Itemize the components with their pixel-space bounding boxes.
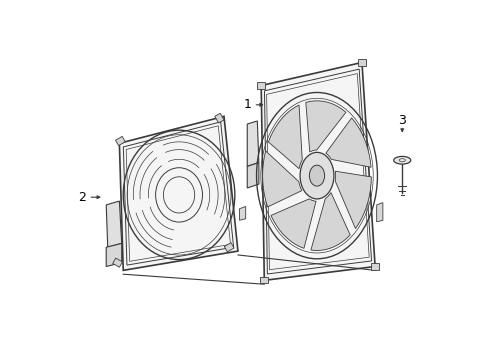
Polygon shape — [106, 243, 122, 266]
Polygon shape — [247, 121, 259, 166]
Polygon shape — [263, 151, 302, 207]
Polygon shape — [311, 193, 350, 251]
Polygon shape — [120, 116, 238, 270]
Polygon shape — [377, 203, 383, 222]
Polygon shape — [335, 171, 371, 229]
Ellipse shape — [309, 165, 324, 186]
Polygon shape — [240, 206, 245, 220]
Text: 3: 3 — [398, 114, 406, 127]
Polygon shape — [269, 105, 302, 169]
Polygon shape — [306, 101, 346, 152]
Bar — [215, 113, 224, 123]
Text: 1: 1 — [243, 98, 251, 111]
Ellipse shape — [300, 152, 334, 199]
Polygon shape — [106, 201, 122, 247]
Bar — [116, 136, 125, 145]
Polygon shape — [326, 118, 371, 167]
Bar — [260, 277, 268, 283]
Bar — [371, 264, 379, 270]
Polygon shape — [271, 199, 316, 248]
Ellipse shape — [394, 156, 411, 164]
Bar — [113, 258, 122, 267]
Polygon shape — [247, 163, 259, 188]
Text: 2: 2 — [78, 191, 86, 204]
Bar — [358, 59, 366, 66]
Bar — [257, 82, 265, 89]
Polygon shape — [261, 62, 375, 280]
Bar — [224, 243, 234, 252]
